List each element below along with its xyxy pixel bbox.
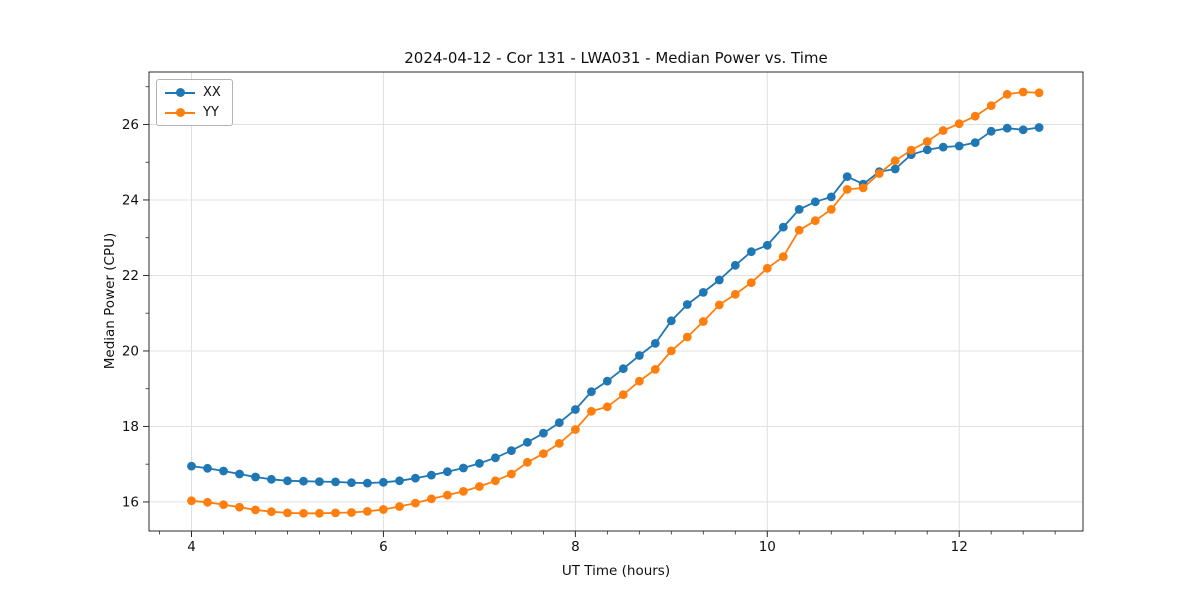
series-XX-markers xyxy=(187,123,1044,488)
x-axis-label: UT Time (hours) xyxy=(561,563,671,579)
x-tick-label: 4 xyxy=(187,539,196,555)
x-tick-label: 10 xyxy=(759,539,776,555)
legend-marker-yy xyxy=(165,108,195,117)
legend-dot-icon xyxy=(175,108,185,117)
legend-marker-xx xyxy=(165,88,195,97)
series-YY-markers xyxy=(187,87,1044,518)
y-tick-label: 22 xyxy=(122,268,139,284)
legend-label-xx: XX xyxy=(203,85,221,100)
x-tick-label: 6 xyxy=(379,539,388,555)
plot-spines xyxy=(148,71,1084,532)
y-axis-label: Median Power (CPU) xyxy=(102,232,118,370)
legend-item-yy: YY xyxy=(165,105,221,120)
legend-item-xx: XX xyxy=(165,85,221,100)
y-tick-label: 16 xyxy=(122,494,139,510)
y-tick-label: 20 xyxy=(122,343,139,359)
y-tick-label: 24 xyxy=(122,192,139,208)
x-tick-label: 8 xyxy=(571,539,580,555)
y-tick-label: 18 xyxy=(122,419,139,435)
legend: XX YY xyxy=(156,79,233,126)
series-XX-line xyxy=(191,126,1040,485)
legend-dot-icon xyxy=(175,88,185,97)
chart-title: 2024-04-12 - Cor 131 - LWA031 - Median P… xyxy=(404,49,828,67)
y-tick-label: 26 xyxy=(122,117,139,133)
x-tick-label: 12 xyxy=(951,539,968,555)
legend-label-yy: YY xyxy=(203,105,219,120)
